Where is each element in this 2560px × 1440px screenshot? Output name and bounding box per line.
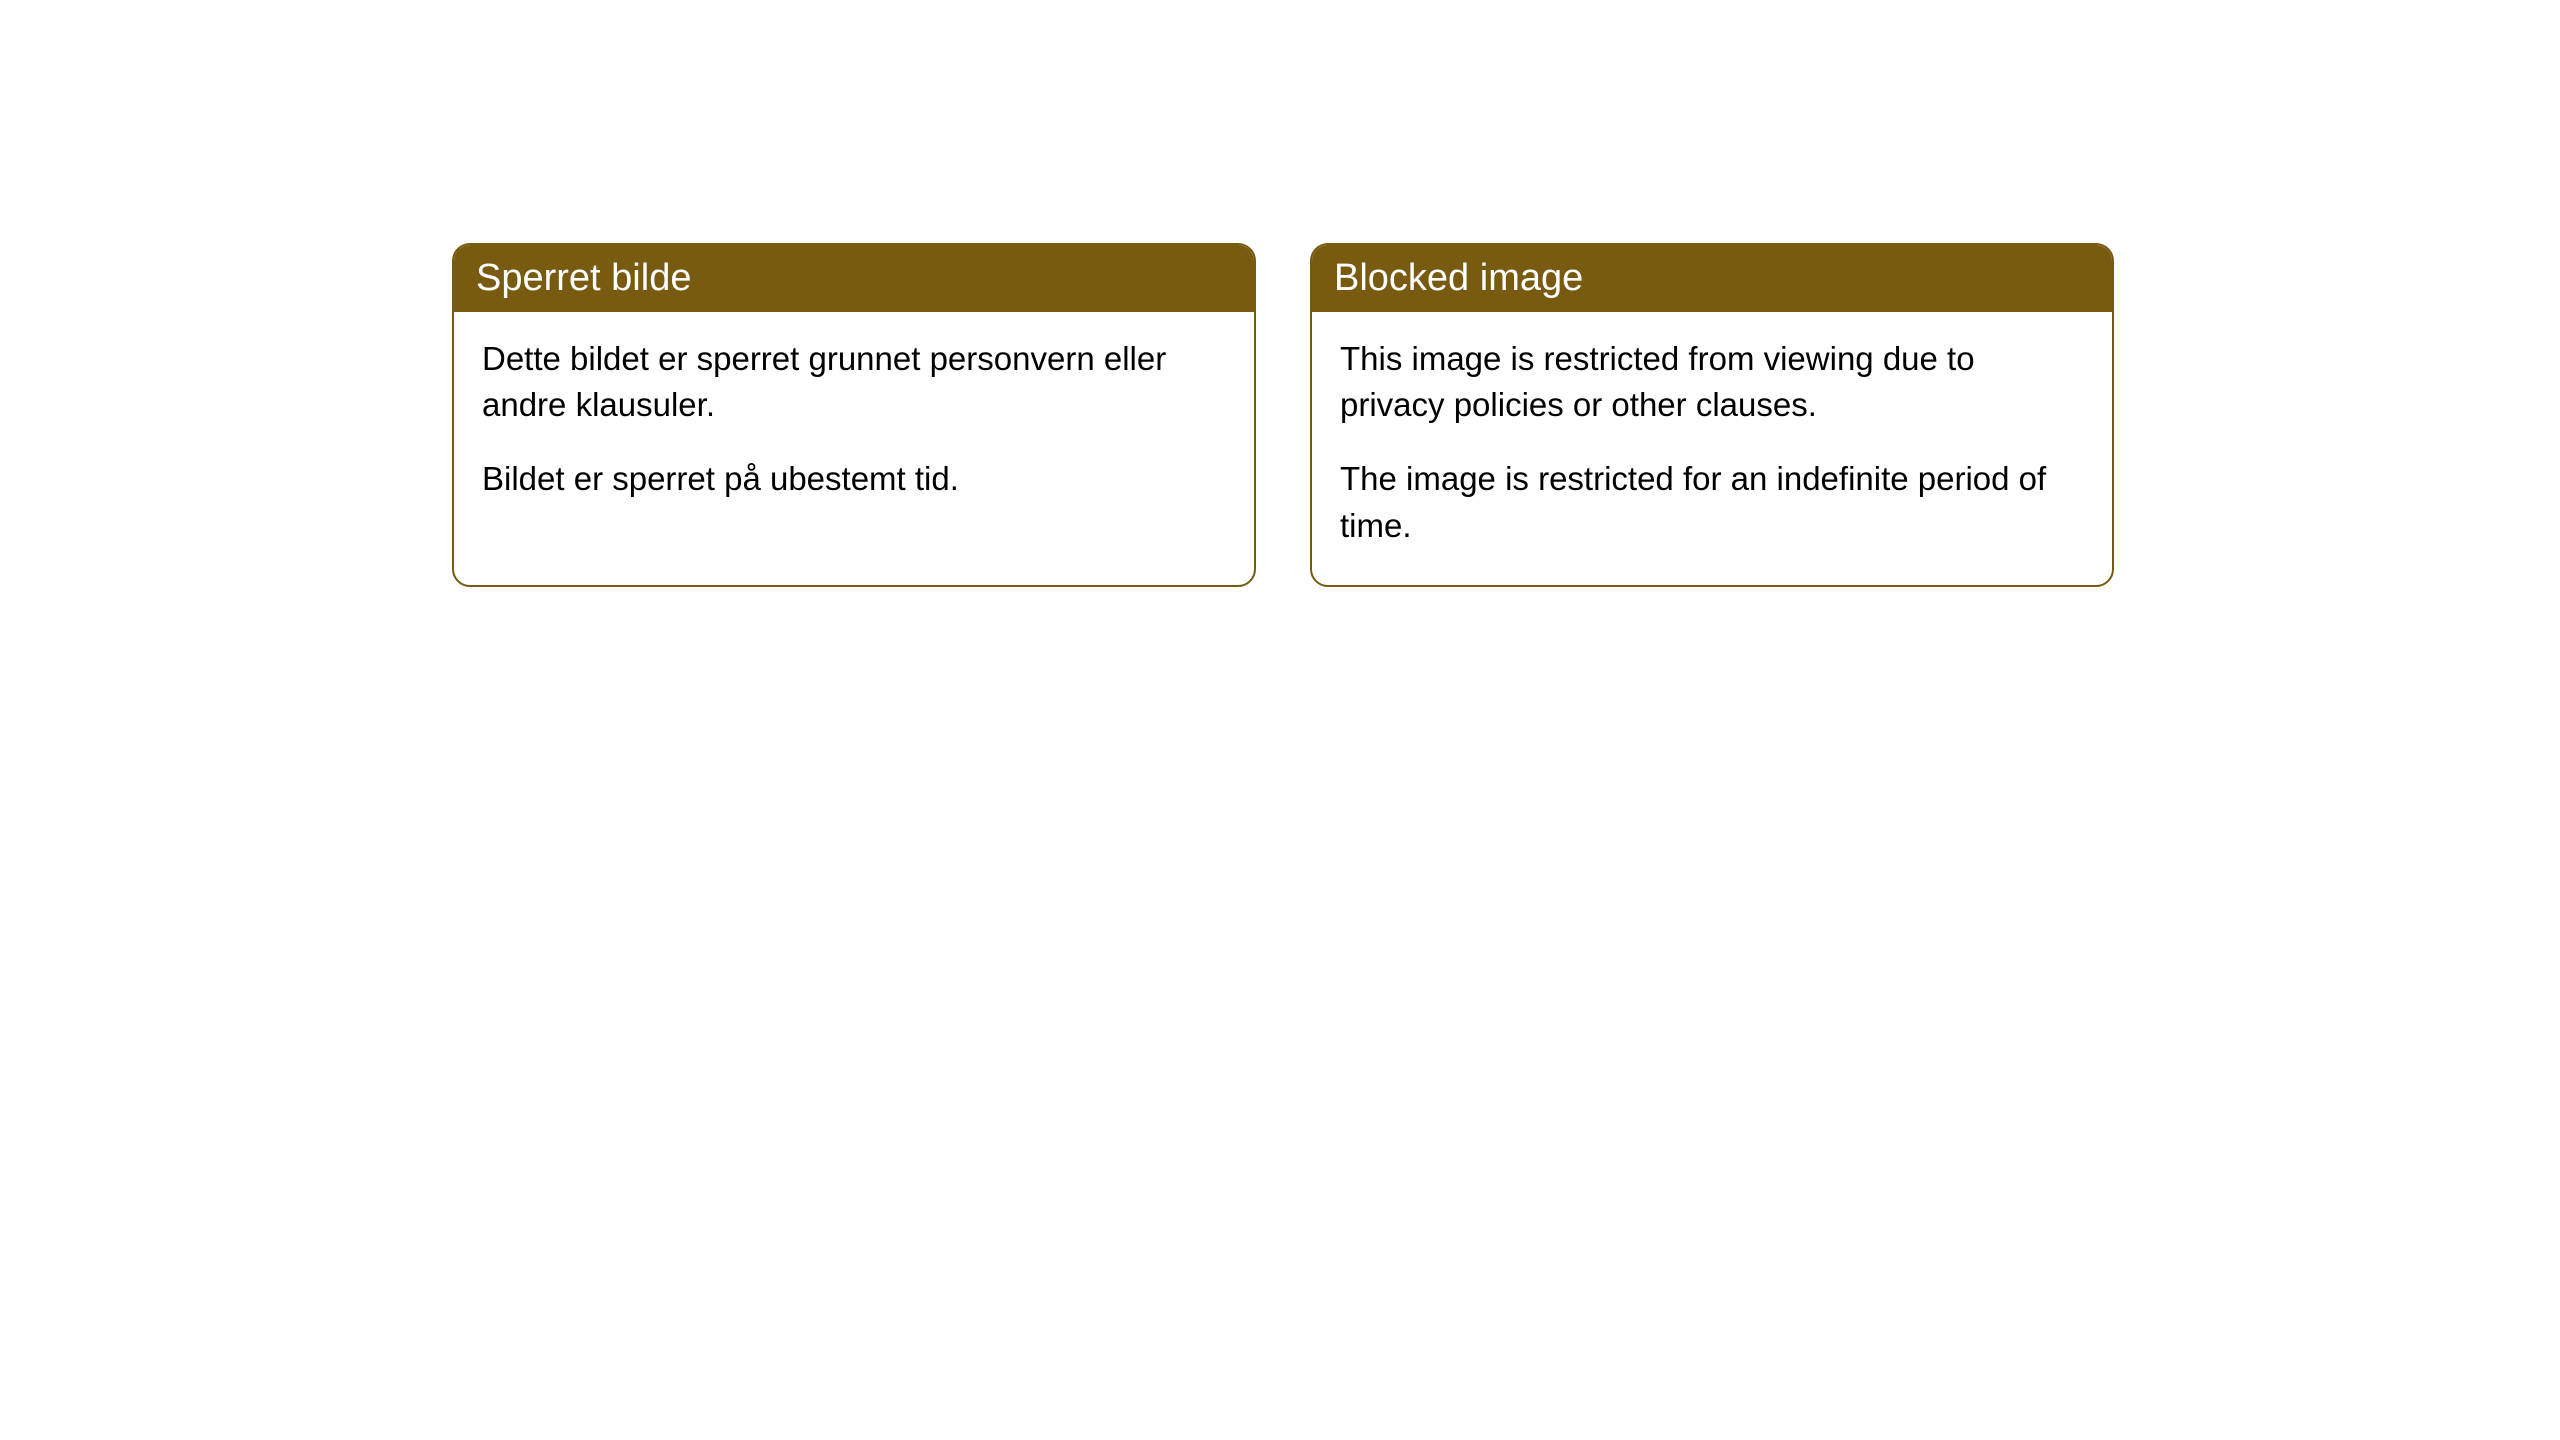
- card-header-english: Blocked image: [1312, 245, 2112, 312]
- card-header-norwegian: Sperret bilde: [454, 245, 1254, 312]
- card-paragraph: Bildet er sperret på ubestemt tid.: [482, 456, 1226, 502]
- blocked-image-card-english: Blocked image This image is restricted f…: [1310, 243, 2114, 587]
- card-body-norwegian: Dette bildet er sperret grunnet personve…: [454, 312, 1254, 539]
- card-title: Sperret bilde: [476, 257, 691, 299]
- card-paragraph: This image is restricted from viewing du…: [1340, 336, 2084, 428]
- notice-container: Sperret bilde Dette bildet er sperret gr…: [0, 0, 2560, 587]
- card-body-english: This image is restricted from viewing du…: [1312, 312, 2112, 585]
- card-paragraph: The image is restricted for an indefinit…: [1340, 456, 2084, 548]
- blocked-image-card-norwegian: Sperret bilde Dette bildet er sperret gr…: [452, 243, 1256, 587]
- card-title: Blocked image: [1334, 257, 1583, 299]
- card-paragraph: Dette bildet er sperret grunnet personve…: [482, 336, 1226, 428]
